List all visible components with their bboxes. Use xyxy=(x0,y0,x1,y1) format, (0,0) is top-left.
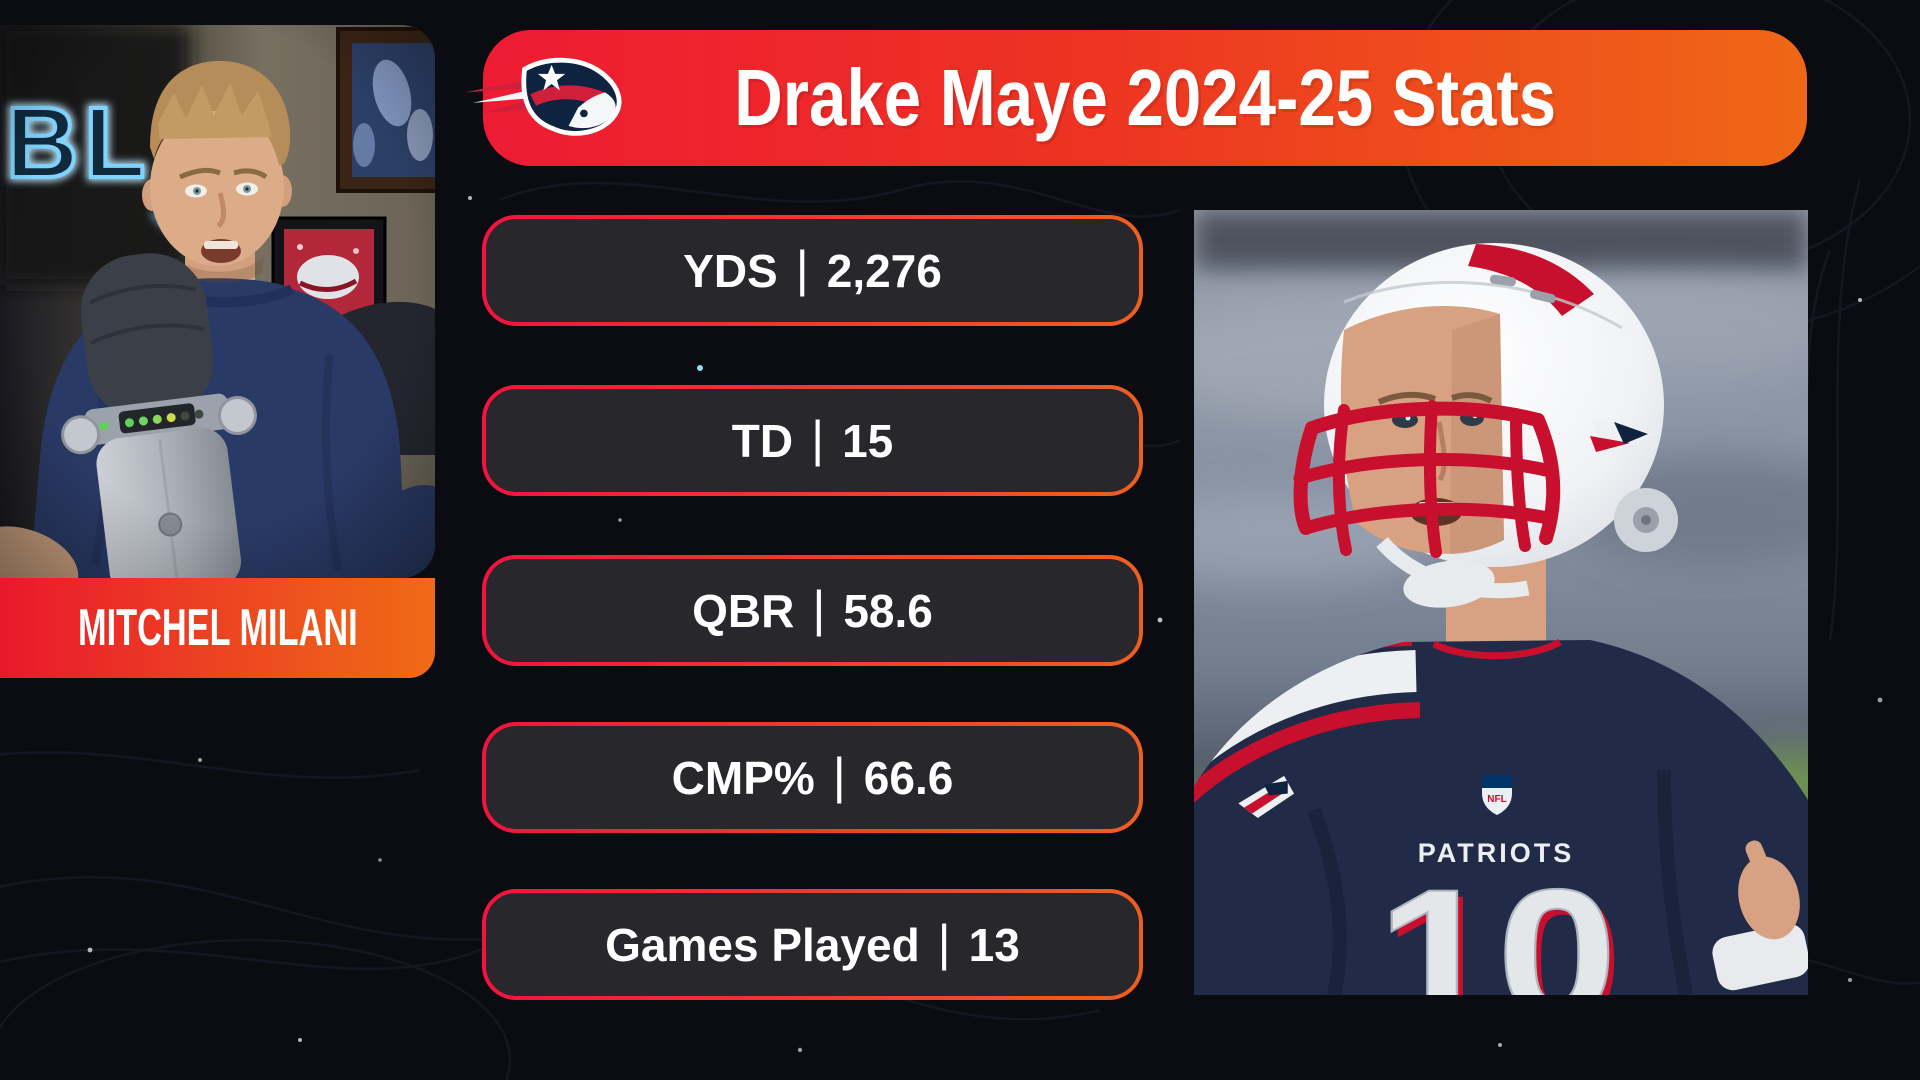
collar-trim xyxy=(1432,638,1562,660)
stat-separator: | xyxy=(832,747,846,804)
stat-value: 66.6 xyxy=(863,751,954,804)
nfl-shield-icon: NFL xyxy=(1482,775,1512,815)
stat-row-qbr: QBR | 58.6 xyxy=(482,555,1143,666)
patriots-logo-icon xyxy=(465,57,622,136)
stat-label: CMP% xyxy=(671,751,815,804)
helmet-stripe xyxy=(1468,244,1594,316)
stat-label: Games Played xyxy=(605,918,920,971)
page-title: Drake Maye 2024-25 Stats xyxy=(734,53,1556,142)
svg-text:10: 10 xyxy=(1383,858,1623,995)
stat-value: 2,276 xyxy=(826,244,942,297)
stat-label: TD xyxy=(731,414,794,467)
stat-label: QBR xyxy=(692,584,795,637)
webcam-feed: BL BL xyxy=(0,25,435,578)
stat-row-td: TD | 15 xyxy=(482,385,1143,496)
name-banner: MITCHEL MILANI xyxy=(0,578,435,678)
stat-separator: | xyxy=(811,410,825,467)
player-photo: NFL PATRIOTS 10 10 xyxy=(1194,210,1808,995)
host-name: MITCHEL MILANI xyxy=(77,599,358,657)
stat-row-cmp: CMP% | 66.6 xyxy=(482,722,1143,833)
stat-separator: | xyxy=(795,240,809,297)
svg-text:NFL: NFL xyxy=(1487,794,1506,805)
player-face xyxy=(1340,306,1504,554)
jersey-number: 10 xyxy=(1377,852,1617,995)
facemask xyxy=(1293,400,1561,558)
sleeve-logo-icon xyxy=(1238,775,1295,819)
stat-value: 13 xyxy=(968,918,1020,971)
team-wordmark: PATRIOTS xyxy=(1418,838,1575,868)
stat-label: YDS xyxy=(683,244,778,297)
helmet xyxy=(1293,243,1678,608)
helmet-decal-icon xyxy=(1590,418,1656,456)
stat-row-games-played: Games Played | 13 xyxy=(482,889,1143,1000)
hand-thumbs-up xyxy=(1712,840,1808,991)
stat-separator: | xyxy=(812,580,826,637)
title-banner: Drake Maye 2024-25 Stats xyxy=(465,30,1807,166)
thumb xyxy=(1745,840,1772,880)
stat-value: 15 xyxy=(842,414,894,467)
chin-cup xyxy=(1403,560,1495,608)
stat-separator: | xyxy=(937,914,951,971)
stat-row-yds: YDS | 2,276 xyxy=(482,215,1143,326)
stat-value: 58.6 xyxy=(843,584,933,637)
wristband xyxy=(1712,923,1808,991)
